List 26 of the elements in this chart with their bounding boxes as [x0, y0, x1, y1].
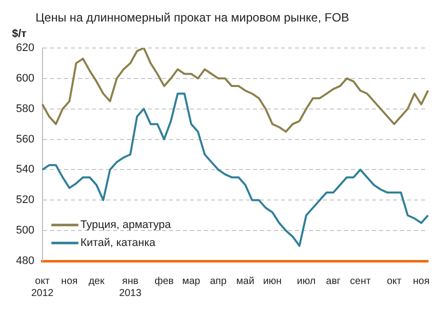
- x-tick-label: июн: [263, 276, 282, 287]
- x-tick-label: ноя: [61, 276, 78, 287]
- y-tick-label: 600: [16, 72, 34, 84]
- x-tick-label: мар: [182, 276, 201, 287]
- y-tick-label: 580: [16, 102, 34, 115]
- x-tick-label: фев: [154, 276, 174, 287]
- chart-title: Цены на длинномерный прокат на мировом рынке, FOB: [36, 10, 350, 24]
- y-tick-label: 500: [16, 224, 34, 237]
- x-tick-label: апр: [210, 276, 227, 287]
- x-tick-label: май: [236, 276, 254, 287]
- y-tick-label: 540: [16, 164, 34, 176]
- legend-label: Турция, арматура: [80, 219, 172, 232]
- y-tick-label: 620: [16, 42, 34, 54]
- y-axis-title: $/т: [12, 28, 28, 40]
- x-tick-label: окт: [386, 276, 402, 287]
- legend-label: Китай, катанка: [80, 237, 156, 250]
- x-tick-label: окт 2012: [31, 276, 54, 299]
- x-tick-label: дек: [88, 276, 105, 287]
- x-tick-label: июл: [296, 276, 316, 287]
- y-tick-label: 520: [16, 194, 34, 206]
- y-tick-label: 480: [16, 255, 34, 268]
- x-tick-label: сент: [350, 276, 372, 287]
- x-tick-label: авг: [326, 276, 341, 287]
- x-tick-label: янв 2013: [119, 276, 142, 299]
- y-tick-label: 560: [16, 133, 34, 146]
- x-tick-label: ноя: [412, 276, 430, 287]
